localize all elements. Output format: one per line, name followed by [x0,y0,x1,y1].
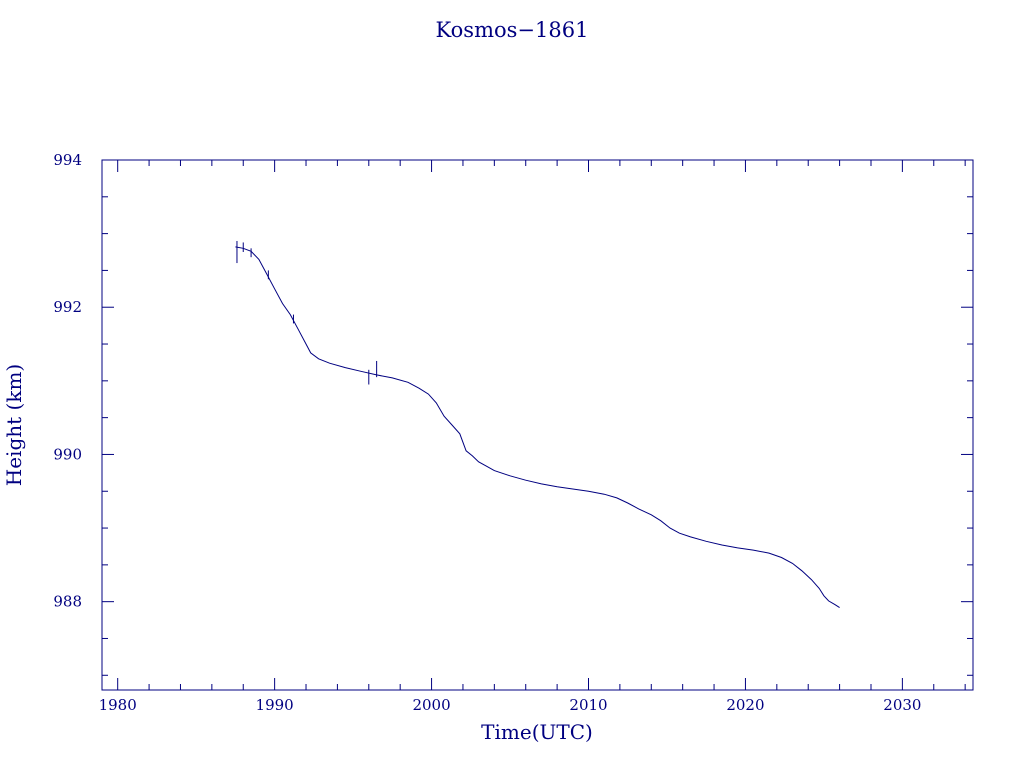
x-tick-label: 2020 [726,696,764,714]
x-axis-label: Time(UTC) [481,720,593,744]
axis-ticks [102,159,973,690]
y-tick-label: 992 [53,298,82,316]
x-tick-label: 1980 [99,696,137,714]
plot-frame [101,159,974,691]
x-tick-label: 2030 [883,696,921,714]
height-series-line [235,246,840,609]
x-tick-label: 2010 [569,696,607,714]
y-tick-label: 994 [53,151,82,169]
tick-labels: 1980 1990 2000 2010 2020 2030 988 990 992 994 [53,151,921,714]
y-tick-label: 990 [53,445,82,463]
x-tick-label: 2000 [412,696,450,714]
y-tick-label: 988 [53,593,82,611]
y-axis-label: Height (km) [2,364,26,486]
chart-title: Kosmos−1861 [436,18,589,42]
plot-area [235,240,840,609]
x-tick-label: 1990 [256,696,294,714]
